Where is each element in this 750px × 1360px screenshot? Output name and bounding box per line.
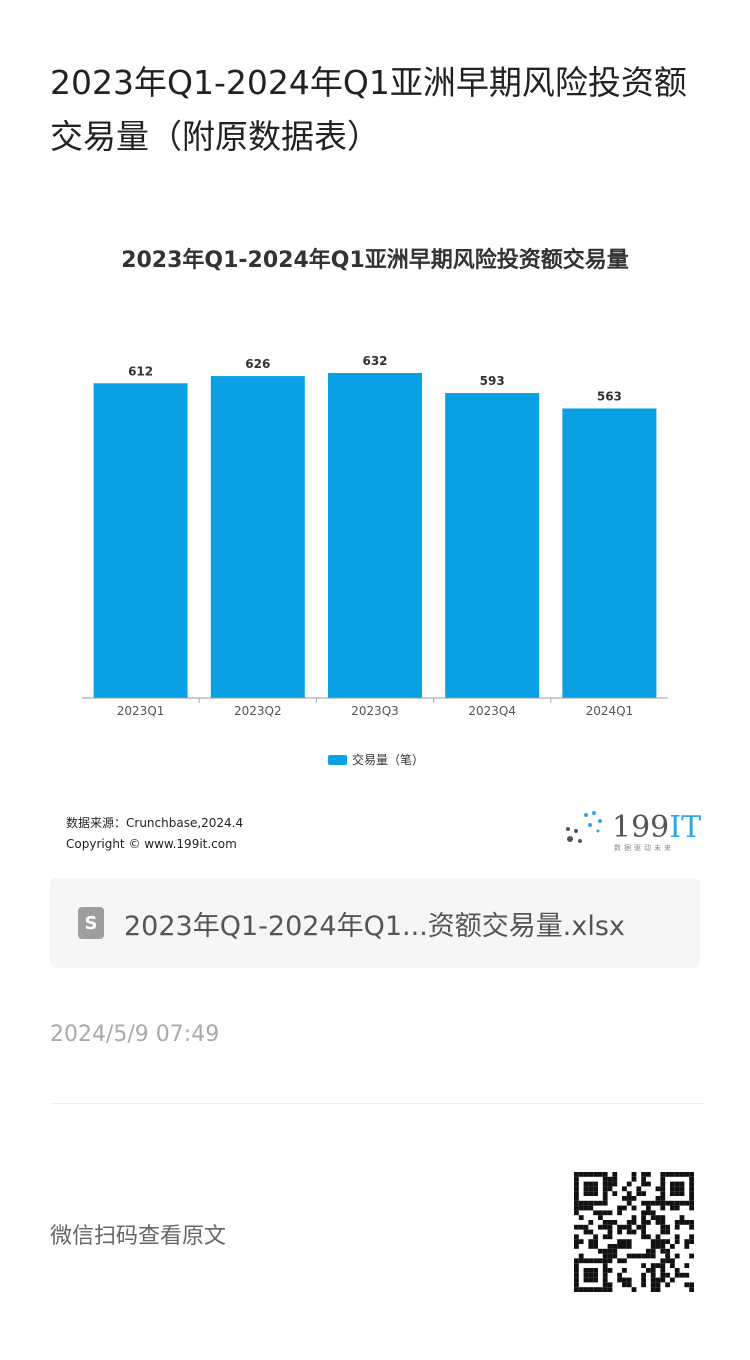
data-label: 563 [597, 389, 622, 403]
x-tick-label: 2023Q2 [234, 704, 282, 718]
data-label: 632 [362, 354, 387, 368]
logo-text: 199 [612, 809, 670, 845]
logo-dandelion-icon [566, 811, 602, 843]
data-label: 626 [245, 357, 270, 371]
article-title: 2023年Q1-2024年Q1亚洲早期风险投资额交易量（附原数据表） [50, 63, 687, 156]
data-label: 612 [128, 364, 153, 378]
attachment-card[interactable]: S 2023年Q1-2024年Q1...资额交易量.xlsx [50, 878, 700, 968]
data-label: 593 [480, 374, 505, 388]
legend: 交易量（笔） [328, 751, 424, 768]
copyright-line: Copyright © www.199it.com [66, 837, 237, 851]
x-tick-label: 2024Q1 [586, 704, 634, 718]
bar-2023Q1 [93, 383, 188, 698]
scan-label: 微信扫码查看原文 [50, 1224, 227, 1249]
bar-2024Q1 [562, 408, 657, 698]
source-line: 数据来源：Crunchbase,2024.4 [66, 816, 244, 830]
spreadsheet-file-icon: S [78, 907, 104, 939]
x-tick-label: 2023Q4 [468, 704, 516, 718]
bar-chart: 612 2023Q1 626 2023Q2 632 2023Q3 593 2023Q4 563 2… [82, 354, 668, 718]
legend-label: 交易量（笔） [352, 753, 425, 767]
attachment-name: 2023年Q1-2024年Q1...资额交易量.xlsx [124, 910, 625, 942]
logo-text-it: IT [669, 809, 702, 845]
logo-tagline: 数据驱动未来 [614, 844, 674, 852]
source-note: 数据来源：Crunchbase,2024.4 Copyright © www.19… [66, 813, 243, 855]
chart-title: 2023年Q1-2024年Q1亚洲早期风险投资额交易量 [121, 248, 629, 273]
x-tick-label: 2023Q1 [117, 704, 165, 718]
divider [50, 1103, 704, 1104]
bar-2023Q2 [210, 376, 305, 698]
legend-swatch [328, 754, 347, 765]
bar-2023Q3 [328, 372, 422, 698]
publish-date: 2024/5/9 07:49 [50, 1022, 220, 1047]
bar-2023Q4 [445, 393, 540, 698]
qr-code[interactable] [574, 1172, 694, 1292]
logo-199it: 199IT 数据驱动未来 [560, 805, 702, 852]
x-tick-label: 2023Q3 [351, 704, 399, 718]
